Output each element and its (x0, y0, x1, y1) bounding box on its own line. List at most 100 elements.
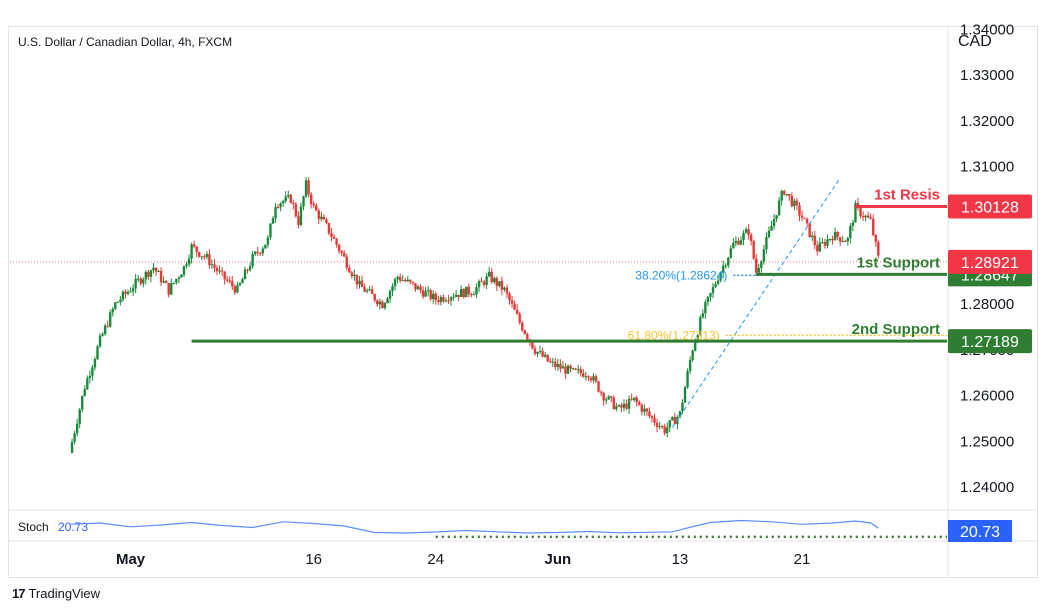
candle-body-71 (251, 254, 254, 267)
candle-body-286 (798, 205, 801, 216)
candle-body-283 (790, 195, 794, 207)
candle-body-155 (465, 286, 468, 298)
candle-body-101 (327, 223, 331, 234)
candle-body-88 (294, 204, 298, 217)
candle-body-191 (556, 364, 560, 367)
candle-body-84 (284, 196, 287, 202)
candle-body-66 (238, 283, 242, 286)
candle-body-61 (226, 279, 229, 281)
candle-body-201 (582, 372, 585, 377)
candle-body-4 (81, 395, 84, 410)
stoch-tag-label: 20.73 (960, 524, 1000, 541)
candle-body-146 (442, 296, 445, 302)
candle-body-153 (460, 289, 463, 297)
candle-body-33 (154, 267, 158, 272)
candle-body-140 (426, 290, 430, 292)
candle-body-272 (762, 249, 766, 262)
candle-body-229 (653, 417, 656, 423)
candle-body-13 (103, 325, 107, 335)
candle-body-126 (391, 286, 394, 292)
candle-body-301 (836, 231, 839, 238)
candle-body-128 (396, 276, 399, 280)
candle-body-307 (851, 222, 855, 227)
candle-body-255 (719, 272, 722, 281)
candle-body-142 (432, 293, 435, 300)
candle-body-305 (846, 238, 850, 242)
candle-body-300 (833, 231, 837, 241)
y-tick-label-2: 1.32000 (960, 113, 1014, 130)
candle-body-25 (134, 278, 137, 289)
y-tick-label-4: 1.28000 (960, 296, 1014, 313)
candle-body-117 (368, 289, 371, 291)
candle-body-145 (439, 296, 443, 302)
candle-body-223 (638, 401, 641, 405)
candle-body-34 (157, 270, 160, 272)
candle-body-69 (246, 269, 249, 271)
candle-body-96 (315, 205, 318, 211)
candle-body-81 (276, 207, 280, 209)
candle-body-232 (660, 426, 664, 428)
candle-body-115 (363, 286, 366, 292)
y-tick-label-6: 1.26000 (960, 388, 1014, 405)
candle-body-205 (592, 376, 595, 381)
candle-body-258 (727, 257, 730, 266)
candle-body-161 (480, 281, 483, 283)
candle-body-99 (322, 216, 326, 220)
candle-body-18 (116, 301, 120, 303)
tradingview-mark-icon: 17 (12, 586, 26, 601)
candle-body-148 (447, 300, 450, 302)
candle-body-87 (292, 202, 295, 205)
candle-body-221 (632, 397, 636, 400)
candle-body-73 (256, 251, 259, 253)
candle-body-289 (805, 218, 809, 224)
candle-body-12 (101, 334, 104, 336)
candle-body-36 (162, 281, 165, 283)
candle-body-236 (671, 417, 674, 421)
candle-body-275 (770, 226, 773, 231)
candle-body-28 (142, 279, 145, 284)
candle-body-104 (335, 238, 338, 245)
tradingview-logo[interactable]: 17 TradingView (12, 586, 100, 601)
candle-body-235 (668, 420, 671, 428)
candle-body-95 (312, 203, 315, 206)
candle-body-152 (457, 294, 460, 297)
price-tag-0 (948, 194, 1032, 219)
candle-body-110 (350, 272, 354, 277)
candle-body-72 (253, 251, 257, 255)
candle-body-165 (490, 271, 493, 283)
candle-body-19 (119, 299, 122, 302)
candle-body-309 (856, 202, 860, 207)
candle-body-279 (780, 190, 783, 201)
candle-body-164 (487, 271, 491, 277)
candle-body-8 (91, 367, 94, 376)
candle-body-193 (561, 366, 565, 369)
candle-body-116 (365, 290, 369, 292)
candle-body-5 (83, 389, 86, 396)
candle-body-246 (696, 335, 699, 342)
candle-body-125 (388, 291, 392, 299)
candle-body-243 (688, 360, 692, 372)
candle-body-86 (289, 194, 292, 203)
candle-body-1 (73, 433, 76, 442)
candle-body-278 (777, 200, 781, 216)
candle-body-38 (167, 283, 170, 295)
candle-body-196 (569, 365, 572, 369)
candle-body-60 (223, 271, 226, 280)
stoch-value: 20.73 (58, 520, 88, 534)
candle-body-48 (192, 244, 196, 247)
candle-body-315 (872, 218, 875, 235)
candle-body-37 (164, 281, 168, 284)
candle-body-231 (658, 426, 661, 428)
candle-body-210 (604, 399, 608, 401)
candle-body-311 (861, 216, 865, 218)
candle-body-240 (681, 402, 684, 412)
candle-body-228 (650, 416, 654, 418)
candle-body-62 (228, 280, 231, 282)
y-tick-label-1: 1.33000 (960, 67, 1014, 84)
candle-body-217 (622, 403, 626, 408)
candle-body-213 (612, 397, 616, 410)
candle-body-296 (823, 242, 827, 246)
candle-body-303 (841, 240, 844, 242)
y-tick-label-0: 1.34000 (960, 21, 1014, 38)
